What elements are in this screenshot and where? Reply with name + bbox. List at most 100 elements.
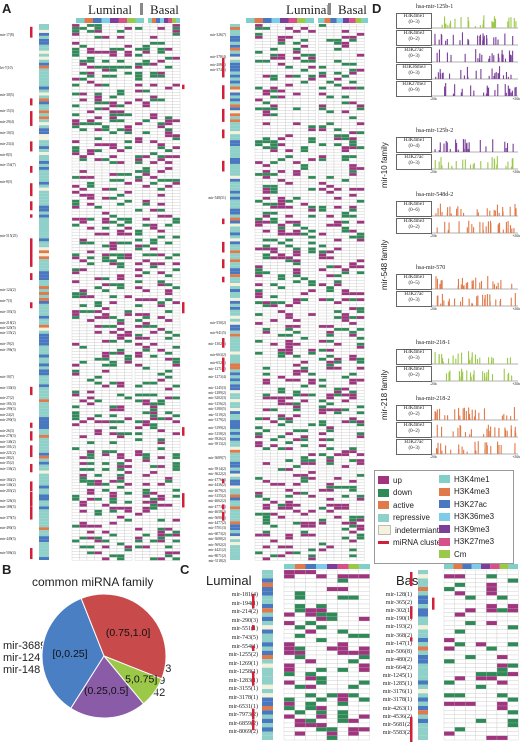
heatmap-cell (341, 393, 350, 397)
heatmap-cell (101, 396, 110, 400)
heatmap-cell (134, 220, 143, 224)
heatmap-cell (300, 351, 309, 355)
heatmap-cell (172, 95, 181, 99)
cluster-bar (30, 463, 33, 473)
heatmap-cell (270, 128, 278, 132)
heatmap-cell (285, 119, 294, 123)
heatmap-cell (101, 512, 110, 516)
heatmap-cell (172, 467, 181, 472)
heatmap-cell (94, 363, 103, 367)
heatmap-cell (94, 518, 103, 522)
heatmap-cell (292, 149, 301, 153)
heatmap-cell (254, 402, 263, 406)
heatmap-cell (101, 521, 110, 525)
heatmap-cell (101, 277, 110, 281)
heatmap-cell (109, 47, 118, 51)
heatmap-cell (124, 357, 133, 361)
heatmap-cell (124, 181, 133, 186)
heatmap-cell (109, 53, 118, 57)
heatmap-cell (109, 372, 118, 376)
heatmap-cell (134, 366, 143, 370)
heatmap-cell (356, 89, 365, 93)
heatmap-cell (134, 122, 143, 126)
heatmap-cell (71, 491, 80, 495)
heatmap-cell (300, 107, 309, 111)
cluster-bar (30, 165, 33, 173)
heatmap-cell (149, 432, 158, 436)
heatmap-cell (172, 181, 181, 186)
heatmap-cell (164, 348, 173, 352)
heatmap-cell (300, 56, 309, 60)
heatmap-cell (333, 146, 342, 150)
heatmap-cell (101, 175, 110, 180)
heatmap-cell (349, 381, 357, 385)
heatmap-cell (134, 56, 143, 60)
heatmap-cell (292, 199, 301, 203)
heatmap-cell (142, 175, 151, 180)
heatmap-cell (79, 205, 88, 209)
heatmap-cell (101, 530, 110, 534)
heatmap-cell (277, 71, 286, 75)
heatmap-cell (142, 390, 151, 394)
heatmap-cell (79, 214, 88, 218)
heatmap-cell (172, 539, 181, 543)
heatmap-cell (86, 62, 95, 66)
family-label: mir-5701(3) (208, 526, 227, 531)
heatmap-cell (254, 62, 263, 66)
heatmap-cell (134, 152, 143, 156)
heatmap-cell (254, 309, 263, 314)
heatmap-cell (101, 482, 110, 487)
family-label: mir-379(5) (0, 515, 16, 520)
row-status-cell (39, 354, 49, 358)
heatmap-cell (116, 458, 125, 463)
heatmap-cell (157, 137, 166, 141)
heatmap-cell (71, 250, 80, 254)
heatmap-cell (164, 318, 173, 323)
heatmap-cell (318, 77, 327, 81)
heatmap-cell (333, 399, 342, 403)
heatmap-cell (285, 202, 294, 206)
heatmap-cell (101, 411, 110, 415)
heatmap-cell (300, 327, 309, 332)
heatmap-cell (157, 152, 166, 156)
heatmap-cell (86, 229, 95, 233)
heatmap-cell (94, 110, 103, 114)
heatmap-cell (326, 372, 335, 376)
heatmap-cell (285, 23, 294, 28)
heatmap-cell (109, 452, 118, 457)
heatmap-cell (326, 277, 335, 281)
heatmap-cell (172, 494, 181, 498)
row-status-cell (39, 420, 49, 424)
heatmap-cell (94, 205, 103, 209)
heatmap-cell (285, 256, 294, 260)
heatmap-cell (333, 280, 342, 284)
row-status-cell (39, 107, 49, 111)
heatmap-cell (157, 363, 166, 367)
heatmap-cell (157, 202, 166, 206)
heatmap-cell (308, 113, 316, 117)
heatmap-cell (116, 280, 125, 284)
heatmap-cell (116, 196, 125, 200)
heatmap-cell (86, 309, 95, 314)
heatmap-cell (349, 396, 357, 400)
heatmap-cell (270, 181, 278, 186)
heatmap-cell (157, 411, 166, 415)
heatmap-cell (300, 29, 309, 34)
heatmap-cell (142, 59, 151, 63)
row-status-cell (39, 548, 49, 552)
heatmap-cell (277, 303, 286, 308)
heatmap-cell (277, 116, 286, 120)
heatmap-cell (262, 184, 271, 189)
heatmap-cell (142, 461, 151, 466)
heatmap-cell (109, 497, 118, 501)
row-status-cell (39, 458, 49, 462)
heatmap-cell (86, 110, 95, 114)
heatmap-cell (292, 89, 301, 93)
heatmap-cell (109, 101, 118, 105)
heatmap-cell (270, 226, 278, 230)
heatmap-cell (79, 235, 88, 239)
heatmap-cell (94, 539, 103, 543)
heatmap-cell (333, 223, 342, 227)
heatmap-cell (79, 280, 88, 284)
heatmap-cell (116, 181, 125, 186)
